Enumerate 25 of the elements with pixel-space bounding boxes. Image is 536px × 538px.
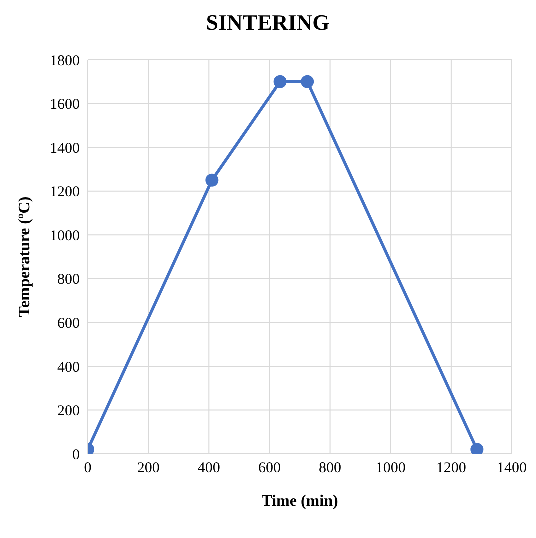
y-tick-label: 200 xyxy=(58,404,80,420)
y-tick-label: 1200 xyxy=(50,184,80,201)
x-tick-label: 800 xyxy=(319,460,342,477)
y-tick-label: 1800 xyxy=(50,53,80,70)
y-tick-label: 1400 xyxy=(50,140,80,157)
y-tick-label: 0 xyxy=(72,447,80,464)
x-tick-label: 1400 xyxy=(497,460,527,477)
point xyxy=(206,174,219,187)
x-tick-label: 1200 xyxy=(436,460,466,477)
x-tick-label: 200 xyxy=(137,460,160,477)
point xyxy=(470,443,484,454)
y-tick-label: 600 xyxy=(58,316,80,332)
x-tick-label: 600 xyxy=(258,460,281,477)
x-axis-title: Time (min) xyxy=(262,493,338,510)
y-tick-label: 800 xyxy=(58,272,80,288)
y-tick-label: 1000 xyxy=(50,228,80,244)
x-tick-label: 400 xyxy=(198,460,220,477)
chart-title: SINTERING xyxy=(205,10,331,37)
y-tick-label: 1600 xyxy=(50,97,80,114)
x-tick-label: 0 xyxy=(84,460,92,477)
point xyxy=(274,75,287,88)
y-axis-title: Temperature (ºC) xyxy=(16,196,34,318)
y-tick-label: 400 xyxy=(58,360,80,376)
point xyxy=(301,75,314,88)
x-tick-label: 1000 xyxy=(376,460,406,477)
